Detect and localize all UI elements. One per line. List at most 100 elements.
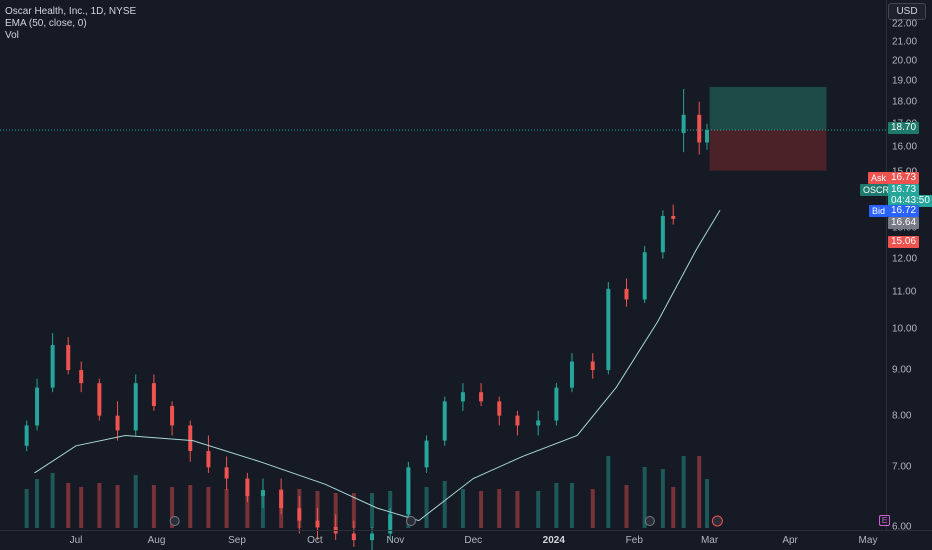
chart-legend: Oscar Health, Inc., 1D, NYSE EMA (50, cl…	[5, 6, 136, 42]
candle-body	[660, 215, 665, 253]
countdown-tag: 04:43:50	[888, 195, 932, 207]
loss-zone	[709, 130, 827, 171]
volume-bars	[24, 456, 710, 528]
volume-bar	[79, 487, 84, 528]
price-tick: 10.00	[892, 323, 918, 335]
candle-body	[79, 370, 84, 384]
volume-bar	[442, 481, 447, 528]
earnings-icon	[405, 516, 416, 526]
date-tick: May	[858, 535, 878, 546]
candle-body	[97, 383, 102, 416]
pre-market-tag: 16.64	[888, 217, 920, 229]
candle-body	[260, 490, 265, 497]
volume-bar	[460, 489, 465, 528]
candle-body	[370, 533, 375, 541]
candle-body	[569, 361, 574, 388]
volume-bar	[97, 483, 102, 528]
candle-body	[170, 406, 175, 426]
last-price-tag: 16.73	[888, 184, 920, 196]
volume-bar	[370, 493, 375, 528]
candle-body	[245, 478, 250, 497]
ema-line	[34, 209, 721, 522]
candle-body	[497, 401, 502, 416]
price-tick: 6.00	[892, 521, 912, 533]
candle-body	[206, 451, 211, 468]
volume-bar	[497, 489, 502, 528]
candle-body	[66, 345, 71, 371]
candle-body	[133, 383, 138, 431]
legend-title[interactable]: Oscar Health, Inc., 1D, NYSE	[5, 6, 137, 17]
price-tick: 21.00	[892, 36, 918, 48]
ask-price-tag: 16.73	[888, 172, 920, 184]
date-tick: Aug	[147, 535, 166, 546]
volume-bar	[697, 456, 702, 528]
volume-bar	[24, 489, 29, 528]
stop-price-tag: 15.06	[888, 236, 920, 248]
position-zones	[709, 86, 827, 171]
volume-bar	[590, 489, 595, 528]
volume-bar	[671, 487, 676, 528]
price-tick: 7.00	[892, 461, 912, 473]
candle-body	[35, 387, 40, 426]
volume-bar	[245, 491, 250, 528]
volume-bar	[35, 479, 40, 528]
date-tick: Feb	[625, 535, 643, 546]
earnings-icon	[169, 516, 180, 526]
date-tick: Nov	[386, 535, 405, 546]
volume-bar	[333, 493, 338, 528]
volume-bar	[66, 483, 71, 528]
price-tick: 12.00	[892, 253, 918, 265]
candle-body	[115, 415, 120, 431]
candle-body	[590, 361, 595, 371]
date-tick: Mar	[700, 535, 719, 546]
earnings-icon	[644, 516, 655, 526]
volume-bar	[424, 487, 429, 528]
volume-bar	[188, 485, 193, 528]
candle-body	[315, 520, 320, 527]
volume-bar	[260, 491, 265, 528]
volume-bar	[206, 487, 211, 528]
profit-zone	[709, 86, 827, 131]
earnings-markers	[169, 515, 723, 527]
date-tick: Dec	[464, 535, 483, 546]
candle-body	[697, 114, 702, 143]
candle-body	[279, 490, 284, 509]
candle-body	[151, 383, 156, 407]
symbol-label: OSCR	[860, 184, 893, 196]
volume-bar	[606, 456, 611, 528]
legend-ema[interactable]: EMA (50, close, 0)	[5, 18, 87, 29]
price-tick: 11.00	[892, 286, 917, 298]
volume-bar	[224, 489, 229, 528]
volume-bar	[554, 483, 559, 528]
candle-body	[479, 392, 484, 402]
price-tick: 9.00	[892, 364, 912, 376]
candle-body	[515, 415, 520, 426]
date-tick: 2024	[542, 535, 565, 546]
events-icon[interactable]: E	[879, 515, 890, 526]
candle-body	[460, 392, 465, 402]
price-tick: 19.00	[892, 75, 918, 87]
candle-body	[24, 425, 29, 446]
volume-bar	[133, 475, 138, 528]
volume-bar	[515, 491, 520, 528]
candle-body	[50, 345, 55, 388]
volume-bar	[170, 487, 175, 528]
price-tick: 8.00	[892, 410, 912, 422]
candle-body	[388, 514, 393, 534]
candle-body	[442, 401, 447, 441]
volume-bar	[642, 467, 647, 528]
volume-bar	[479, 491, 484, 528]
date-tick: Sep	[228, 535, 246, 546]
legend-vol[interactable]: Vol	[5, 30, 19, 41]
ask-label: Ask	[868, 172, 890, 184]
volume-bar	[705, 479, 710, 528]
candle-body	[624, 288, 629, 300]
volume-bar	[660, 469, 665, 528]
candle-body	[642, 252, 647, 300]
currency-button[interactable]: USD	[888, 3, 926, 20]
candle-body	[536, 420, 541, 426]
volume-bar	[681, 456, 686, 528]
candle-body	[224, 467, 229, 479]
candle-body	[351, 533, 356, 541]
